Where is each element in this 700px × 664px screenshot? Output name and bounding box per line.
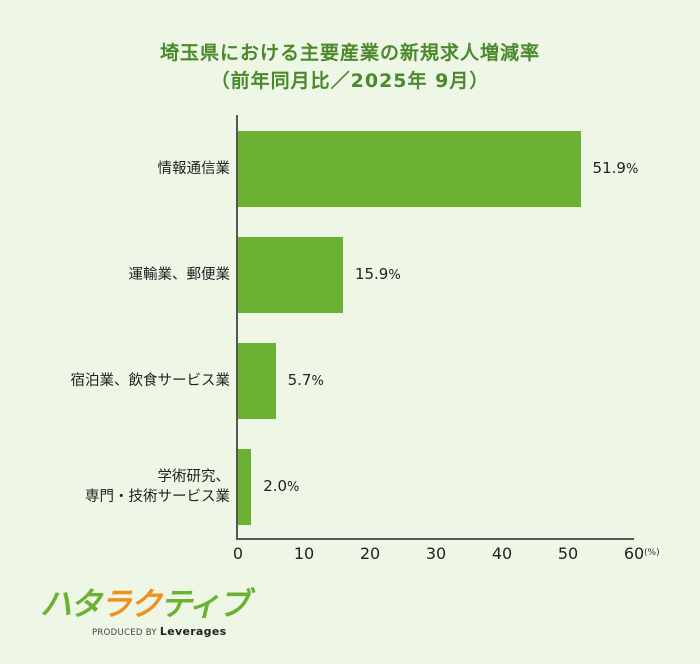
category-label: 宿泊業、飲食サービス業 (71, 371, 231, 391)
chart-subtitle: （前年同月比／2025年 9月） (210, 70, 490, 92)
hataractive-logo: ハタラクティブ (40, 585, 250, 623)
x-tick-label: 50 (557, 544, 579, 563)
category-label: 情報通信業 (158, 159, 231, 179)
x-tick-label: 60 (623, 544, 645, 563)
produced-by: PRODUCED BY Leverages (92, 625, 226, 638)
category-label: 運輸業、郵便業 (129, 265, 231, 285)
category-label-line: 学術研究、 (157, 469, 231, 485)
logo-glyph: ブ (218, 585, 250, 623)
category-label-line: 宿泊業、飲食サービス業 (70, 373, 231, 389)
bar-value-label: 5.7% (288, 371, 324, 389)
category-label-line: 運輸業、郵便業 (128, 267, 231, 283)
logo-glyph: ラ (100, 585, 132, 623)
value-suffix: % (287, 480, 300, 495)
logo-glyph: ク (130, 585, 162, 623)
logo-glyph: ハ (40, 585, 72, 623)
x-tick-label: 0 (232, 544, 244, 563)
y-axis-line (236, 115, 238, 540)
bar (238, 449, 252, 525)
value-number: 5.7 (287, 371, 312, 389)
value-suffix: % (388, 268, 401, 283)
category-label-line: 情報通信業 (157, 161, 231, 177)
value-number: 2.0 (263, 477, 288, 495)
bar-value-label: 2.0% (263, 477, 299, 495)
bar (238, 237, 343, 313)
bar-value-label: 51.9% (593, 159, 639, 177)
logo-glyph: テ (160, 585, 190, 623)
x-tick-label: 10 (293, 544, 315, 563)
bar (238, 131, 581, 207)
logo-glyph: ィ (188, 585, 220, 623)
value-number: 51.9 (592, 159, 626, 177)
value-suffix: % (311, 374, 324, 389)
logo-glyph: タ (70, 585, 102, 623)
x-tick-label: 30 (425, 544, 447, 563)
leverages-wordmark: Leverages (159, 625, 227, 638)
category-label-line: 専門・技術サービス業 (85, 489, 230, 505)
x-axis-line (236, 538, 634, 540)
value-number: 15.9 (354, 265, 389, 283)
category-label: 学術研究、専門・技術サービス業 (85, 467, 230, 507)
bar-value-label: 15.9% (355, 265, 401, 283)
bar (238, 343, 276, 419)
x-axis-unit: (%) (644, 548, 660, 558)
x-tick-label: 40 (491, 544, 513, 563)
x-tick-label: 20 (359, 544, 381, 563)
produced-by-label: PRODUCED BY (92, 628, 157, 638)
value-suffix: % (625, 162, 639, 177)
chart-title: 埼玉県における主要産業の新規求人増減率 (159, 42, 540, 64)
